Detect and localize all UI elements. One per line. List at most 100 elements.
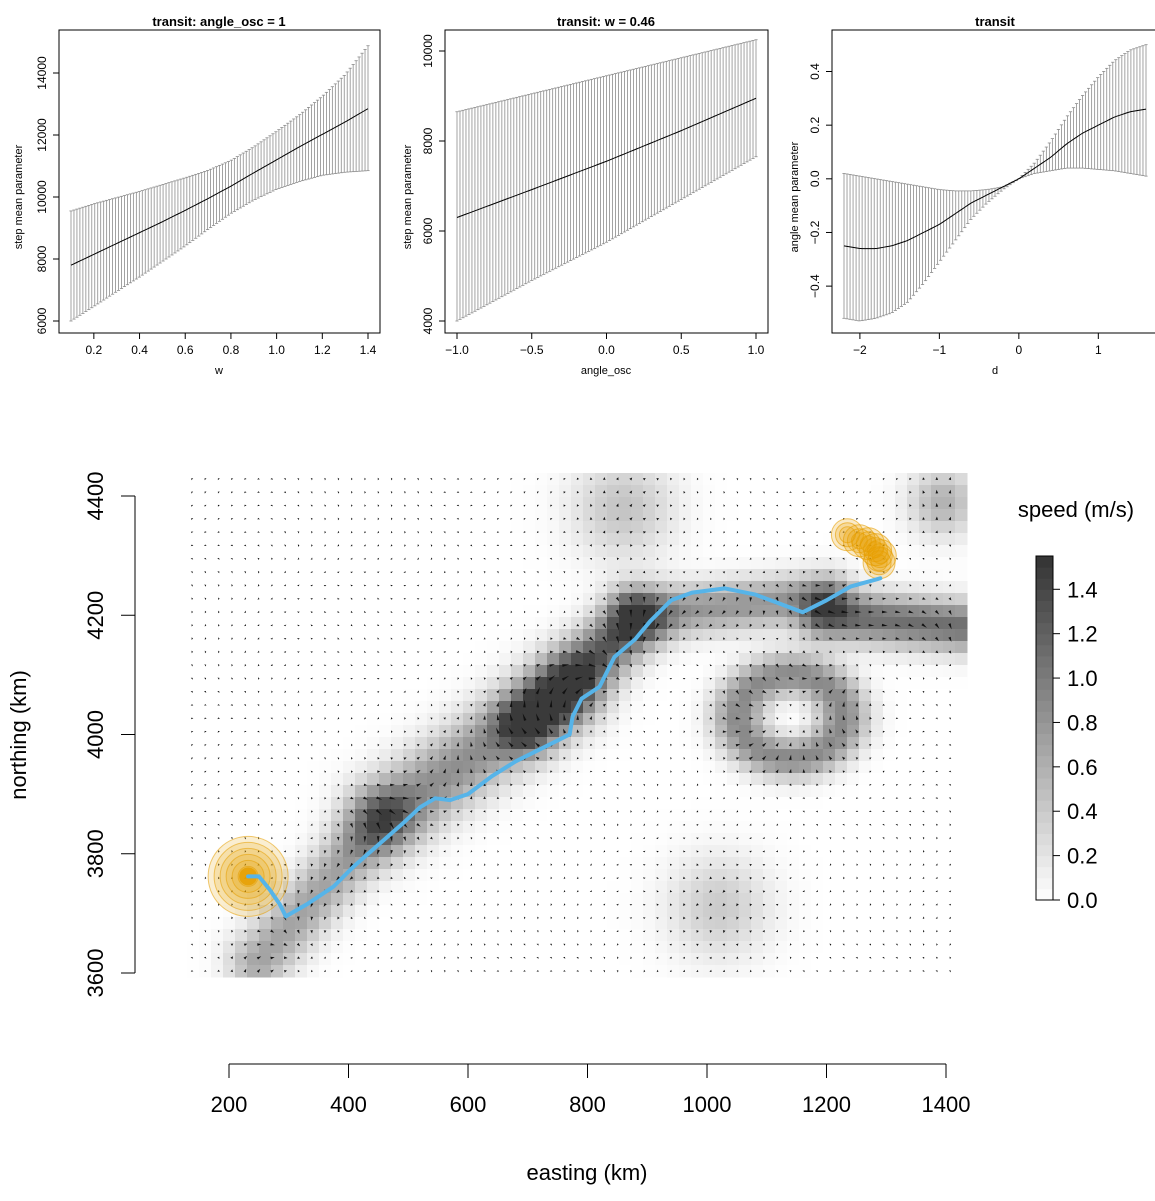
heat-cell bbox=[583, 665, 596, 678]
heat-cell bbox=[739, 509, 752, 522]
heat-cell bbox=[787, 785, 800, 798]
heat-cell bbox=[847, 917, 860, 930]
heat-cell bbox=[703, 737, 716, 750]
heat-cell bbox=[463, 761, 476, 774]
heat-cell bbox=[235, 797, 248, 810]
heat-cell bbox=[715, 941, 728, 954]
heat-cell bbox=[391, 689, 404, 702]
heat-cell bbox=[739, 677, 752, 690]
heat-cell bbox=[679, 713, 692, 726]
heat-cell bbox=[499, 785, 512, 798]
heat-cell bbox=[883, 605, 896, 618]
x-tick-label: 0.6 bbox=[177, 343, 194, 357]
heat-cell bbox=[787, 509, 800, 522]
heat-cell bbox=[775, 485, 788, 498]
heat-cell bbox=[511, 713, 524, 726]
heat-cell bbox=[787, 737, 800, 750]
heat-cell bbox=[631, 653, 644, 666]
heat-cell bbox=[619, 941, 632, 954]
heat-cell bbox=[379, 821, 392, 834]
heat-cell bbox=[331, 929, 344, 942]
heat-cell bbox=[883, 965, 896, 978]
heat-cell bbox=[379, 701, 392, 714]
heat-cell bbox=[259, 725, 272, 738]
heat-cell bbox=[751, 809, 764, 822]
heat-cell bbox=[559, 521, 572, 534]
heat-cell bbox=[487, 689, 500, 702]
heat-cell bbox=[295, 857, 308, 870]
heat-cell bbox=[655, 725, 668, 738]
heat-cell bbox=[847, 941, 860, 954]
heat-cell bbox=[271, 497, 284, 510]
heat-cell bbox=[367, 869, 380, 882]
heat-cell bbox=[763, 653, 776, 666]
heat-cell bbox=[799, 905, 812, 918]
heat-cell bbox=[319, 497, 332, 510]
heat-cell bbox=[619, 557, 632, 570]
heat-cell bbox=[487, 701, 500, 714]
heat-cell bbox=[943, 713, 956, 726]
heat-cell bbox=[223, 917, 236, 930]
heat-cell bbox=[619, 833, 632, 846]
heat-cell bbox=[859, 701, 872, 714]
heat-cell bbox=[727, 629, 740, 642]
heat-cell bbox=[823, 941, 836, 954]
heat-cell bbox=[535, 569, 548, 582]
heat-cell bbox=[787, 869, 800, 882]
heat-cell bbox=[931, 893, 944, 906]
heat-cell bbox=[679, 689, 692, 702]
heat-cell bbox=[583, 953, 596, 966]
heat-cell bbox=[823, 809, 836, 822]
heat-cell bbox=[595, 509, 608, 522]
heat-cell bbox=[787, 725, 800, 738]
heat-cell bbox=[319, 737, 332, 750]
heat-cell bbox=[283, 773, 296, 786]
heat-cell bbox=[379, 845, 392, 858]
heat-cell bbox=[235, 629, 248, 642]
heat-cell bbox=[379, 737, 392, 750]
heat-cell bbox=[439, 629, 452, 642]
heat-cell bbox=[715, 773, 728, 786]
heat-cell bbox=[223, 965, 236, 978]
heat-cell bbox=[775, 629, 788, 642]
heat-cell bbox=[307, 485, 320, 498]
heat-cell bbox=[331, 917, 344, 930]
heat-cell bbox=[511, 497, 524, 510]
heat-cell bbox=[535, 929, 548, 942]
heat-cell bbox=[235, 569, 248, 582]
heat-cell bbox=[643, 653, 656, 666]
heat-cell bbox=[307, 533, 320, 546]
heat-cell bbox=[499, 845, 512, 858]
heat-cell bbox=[859, 809, 872, 822]
heat-cell bbox=[727, 533, 740, 546]
heat-cell bbox=[283, 821, 296, 834]
heat-cell bbox=[331, 773, 344, 786]
heat-cell bbox=[547, 557, 560, 570]
x-tick-label: 1.4 bbox=[360, 343, 377, 357]
heat-cell bbox=[307, 521, 320, 534]
heat-cell bbox=[247, 917, 260, 930]
heat-cell bbox=[619, 605, 632, 618]
heat-cell bbox=[487, 857, 500, 870]
heat-cell bbox=[739, 497, 752, 510]
heat-cell bbox=[331, 593, 344, 606]
heat-cell bbox=[499, 689, 512, 702]
heat-cell bbox=[835, 821, 848, 834]
heat-cell bbox=[367, 569, 380, 582]
heat-cell bbox=[415, 917, 428, 930]
heat-cell bbox=[535, 629, 548, 642]
heat-cell bbox=[799, 569, 812, 582]
heat-cell bbox=[211, 953, 224, 966]
heat-cell bbox=[199, 497, 212, 510]
heat-cell bbox=[631, 857, 644, 870]
heat-cell bbox=[367, 545, 380, 558]
heat-cell bbox=[415, 857, 428, 870]
heat-cell bbox=[487, 869, 500, 882]
heat-cell bbox=[523, 821, 536, 834]
heat-cell bbox=[943, 821, 956, 834]
heat-cell bbox=[211, 701, 224, 714]
heat-cell bbox=[463, 869, 476, 882]
heat-cell bbox=[271, 953, 284, 966]
heat-cell bbox=[439, 581, 452, 594]
heat-cell bbox=[499, 617, 512, 630]
